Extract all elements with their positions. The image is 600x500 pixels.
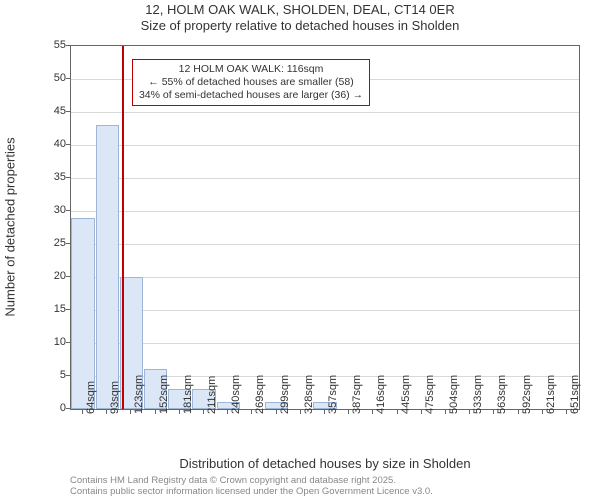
annotation-line: 34% of semi-detached houses are larger (… bbox=[139, 89, 363, 102]
chart-title: 12, HOLM OAK WALK, SHOLDEN, DEAL, CT14 0… bbox=[0, 2, 600, 18]
gridline bbox=[71, 343, 579, 344]
x-tick-mark bbox=[106, 410, 107, 414]
y-tick-label: 45 bbox=[36, 105, 66, 117]
gridline bbox=[71, 277, 579, 278]
footer-attribution: Contains HM Land Registry data © Crown c… bbox=[70, 476, 433, 498]
x-tick-mark bbox=[566, 410, 567, 414]
x-tick-mark bbox=[518, 410, 519, 414]
gridline bbox=[71, 244, 579, 245]
title-block: 12, HOLM OAK WALK, SHOLDEN, DEAL, CT14 0… bbox=[0, 2, 600, 35]
y-tick-label: 35 bbox=[36, 171, 66, 183]
y-tick-label: 0 bbox=[36, 402, 66, 414]
y-tick-mark bbox=[66, 45, 70, 46]
y-tick-mark bbox=[66, 309, 70, 310]
y-tick-mark bbox=[66, 111, 70, 112]
y-tick-label: 25 bbox=[36, 237, 66, 249]
y-tick-mark bbox=[66, 408, 70, 409]
y-axis-label: Number of detached properties bbox=[3, 137, 18, 316]
chart-subtitle: Size of property relative to detached ho… bbox=[0, 18, 600, 34]
gridline bbox=[71, 178, 579, 179]
y-tick-mark bbox=[66, 375, 70, 376]
y-tick-label: 55 bbox=[36, 39, 66, 51]
x-tick-mark bbox=[155, 410, 156, 414]
x-tick-mark bbox=[130, 410, 131, 414]
y-tick-mark bbox=[66, 276, 70, 277]
histogram-bar bbox=[96, 125, 119, 409]
chart-container: 12, HOLM OAK WALK, SHOLDEN, DEAL, CT14 0… bbox=[0, 0, 600, 500]
x-tick-mark bbox=[82, 410, 83, 414]
x-tick-mark bbox=[469, 410, 470, 414]
x-tick-mark bbox=[179, 410, 180, 414]
footer-line-2: Contains public sector information licen… bbox=[70, 487, 433, 498]
gridline bbox=[71, 211, 579, 212]
plot-area: 12 HOLM OAK WALK: 116sqm← 55% of detache… bbox=[70, 45, 580, 410]
y-tick-label: 40 bbox=[36, 138, 66, 150]
x-tick-mark bbox=[445, 410, 446, 414]
y-tick-label: 5 bbox=[36, 369, 66, 381]
y-tick-label: 50 bbox=[36, 72, 66, 84]
annotation-box: 12 HOLM OAK WALK: 116sqm← 55% of detache… bbox=[132, 59, 370, 106]
y-tick-label: 10 bbox=[36, 336, 66, 348]
y-tick-mark bbox=[66, 177, 70, 178]
y-tick-mark bbox=[66, 78, 70, 79]
x-tick-mark bbox=[397, 410, 398, 414]
y-tick-label: 20 bbox=[36, 270, 66, 282]
x-tick-mark bbox=[421, 410, 422, 414]
x-axis-label: Distribution of detached houses by size … bbox=[70, 456, 580, 471]
x-tick-mark bbox=[276, 410, 277, 414]
gridline bbox=[71, 145, 579, 146]
annotation-line: 12 HOLM OAK WALK: 116sqm bbox=[139, 63, 363, 76]
x-tick-mark bbox=[542, 410, 543, 414]
x-tick-mark bbox=[227, 410, 228, 414]
gridline bbox=[71, 112, 579, 113]
annotation-line: ← 55% of detached houses are smaller (58… bbox=[139, 76, 363, 89]
y-tick-mark bbox=[66, 210, 70, 211]
x-tick-mark bbox=[203, 410, 204, 414]
x-tick-mark bbox=[493, 410, 494, 414]
x-tick-mark bbox=[251, 410, 252, 414]
y-tick-label: 30 bbox=[36, 204, 66, 216]
x-tick-mark bbox=[300, 410, 301, 414]
y-tick-label: 15 bbox=[36, 303, 66, 315]
x-tick-mark bbox=[324, 410, 325, 414]
y-tick-mark bbox=[66, 342, 70, 343]
x-tick-mark bbox=[372, 410, 373, 414]
y-tick-mark bbox=[66, 243, 70, 244]
x-tick-mark bbox=[348, 410, 349, 414]
gridline bbox=[71, 310, 579, 311]
y-tick-mark bbox=[66, 144, 70, 145]
reference-line bbox=[122, 46, 124, 409]
